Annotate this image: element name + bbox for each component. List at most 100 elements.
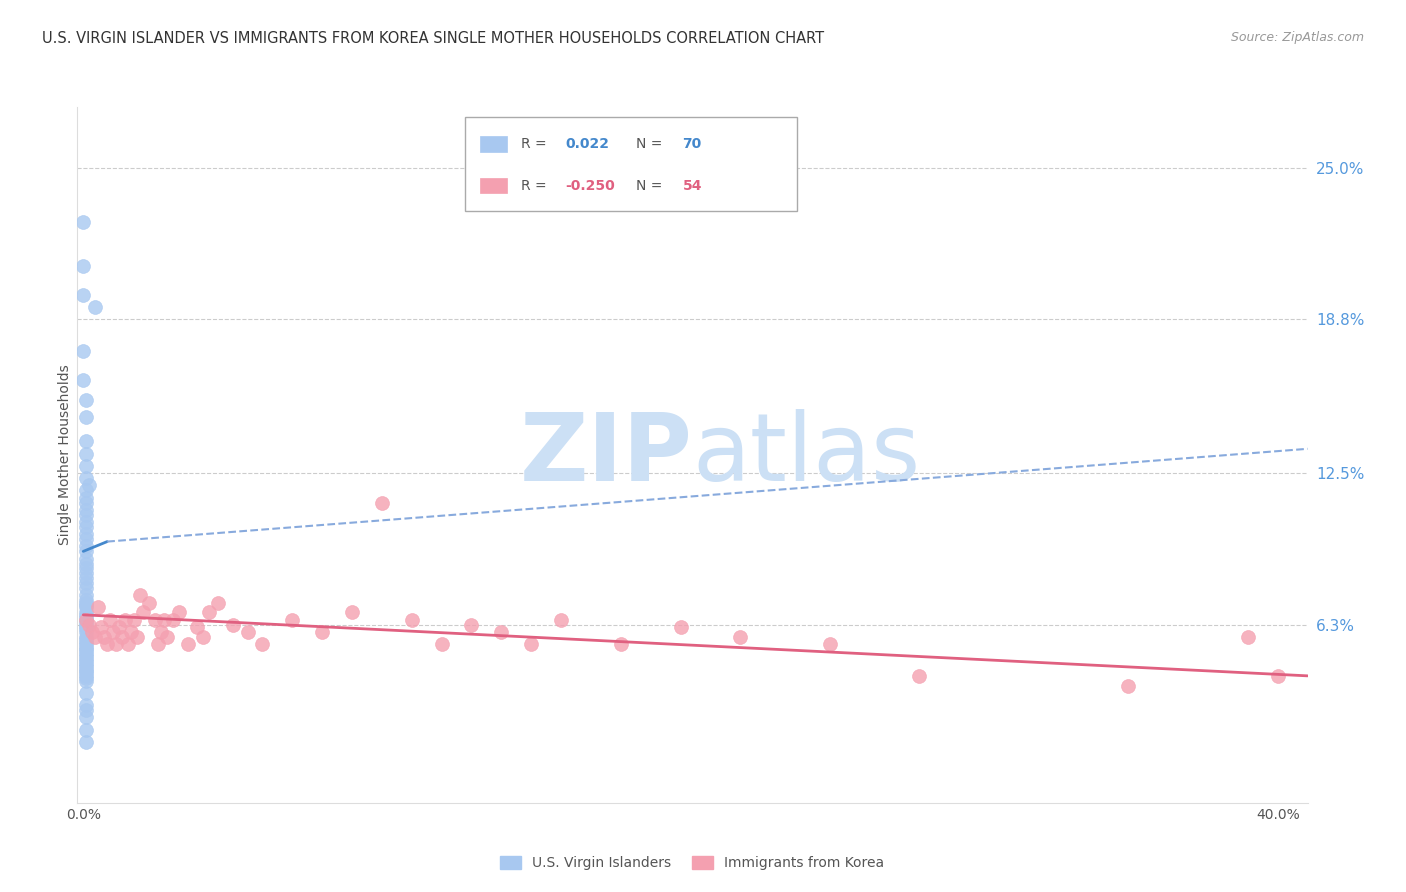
Text: U.S. VIRGIN ISLANDER VS IMMIGRANTS FROM KOREA SINGLE MOTHER HOUSEHOLDS CORRELATI: U.S. VIRGIN ISLANDER VS IMMIGRANTS FROM … — [42, 31, 824, 46]
Point — [75, 637, 97, 651]
Point — [75, 703, 97, 717]
Point — [430, 637, 453, 651]
Point — [75, 532, 97, 546]
Point — [75, 613, 97, 627]
Text: ZIP: ZIP — [520, 409, 693, 501]
Point — [138, 596, 160, 610]
Point — [908, 669, 931, 683]
Point — [75, 495, 97, 509]
Point — [75, 581, 97, 595]
Point — [1118, 679, 1140, 693]
Point — [75, 588, 97, 602]
Point — [75, 623, 97, 637]
Point — [818, 637, 841, 651]
Point — [120, 624, 142, 639]
Point — [75, 624, 97, 639]
Point — [75, 598, 97, 612]
Point — [75, 632, 97, 647]
Point — [371, 495, 394, 509]
Point — [75, 617, 97, 632]
Point — [75, 557, 97, 571]
Point — [460, 617, 482, 632]
Point — [156, 630, 179, 644]
Point — [75, 710, 97, 724]
Point — [75, 593, 97, 607]
Point — [191, 630, 214, 644]
Text: 70: 70 — [683, 136, 702, 151]
Point — [114, 613, 136, 627]
Point — [75, 515, 97, 529]
Point — [75, 723, 97, 737]
Point — [87, 600, 110, 615]
Point — [75, 561, 97, 575]
Point — [75, 434, 97, 449]
FancyBboxPatch shape — [465, 118, 797, 211]
Point — [75, 630, 97, 644]
Point — [281, 613, 304, 627]
Y-axis label: Single Mother Households: Single Mother Households — [58, 365, 72, 545]
Point — [75, 654, 97, 668]
Point — [96, 637, 118, 651]
Text: -0.250: -0.250 — [565, 178, 616, 193]
Point — [129, 588, 152, 602]
Point — [177, 637, 200, 651]
Point — [75, 606, 97, 620]
Point — [75, 551, 97, 566]
Point — [75, 483, 97, 498]
Point — [75, 644, 97, 658]
Point — [167, 606, 190, 620]
Point — [75, 540, 97, 554]
Point — [221, 617, 243, 632]
Point — [75, 671, 97, 685]
Point — [75, 666, 97, 681]
Legend: U.S. Virgin Islanders, Immigrants from Korea: U.S. Virgin Islanders, Immigrants from K… — [495, 851, 890, 876]
Point — [72, 344, 94, 359]
Point — [75, 471, 97, 485]
Point — [75, 613, 97, 627]
FancyBboxPatch shape — [479, 136, 506, 152]
Point — [132, 606, 155, 620]
Point — [75, 669, 97, 683]
Point — [77, 617, 100, 632]
Text: Source: ZipAtlas.com: Source: ZipAtlas.com — [1230, 31, 1364, 45]
Point — [75, 520, 97, 534]
Point — [149, 624, 172, 639]
Text: atlas: atlas — [693, 409, 921, 501]
FancyBboxPatch shape — [479, 178, 506, 194]
Point — [75, 566, 97, 581]
Point — [75, 686, 97, 700]
Point — [75, 698, 97, 713]
Point — [93, 630, 115, 644]
Point — [98, 613, 121, 627]
Point — [108, 620, 131, 634]
Point — [75, 596, 97, 610]
Point — [75, 508, 97, 522]
Point — [75, 657, 97, 671]
Point — [491, 624, 513, 639]
Point — [207, 596, 229, 610]
Point — [72, 215, 94, 229]
Point — [236, 624, 259, 639]
Point — [75, 544, 97, 558]
Point — [75, 640, 97, 654]
Point — [186, 620, 208, 634]
Point — [153, 613, 176, 627]
Point — [146, 637, 169, 651]
Point — [75, 649, 97, 664]
Point — [520, 637, 543, 651]
Point — [122, 613, 145, 627]
Point — [311, 624, 333, 639]
Point — [125, 630, 148, 644]
Point — [75, 410, 97, 425]
Point — [669, 620, 692, 634]
Point — [340, 606, 363, 620]
Point — [75, 620, 97, 634]
Point — [75, 571, 97, 585]
Point — [75, 610, 97, 624]
Point — [75, 458, 97, 473]
Point — [105, 637, 128, 651]
Point — [75, 673, 97, 688]
Point — [75, 735, 97, 749]
Point — [401, 613, 423, 627]
Point — [728, 630, 751, 644]
